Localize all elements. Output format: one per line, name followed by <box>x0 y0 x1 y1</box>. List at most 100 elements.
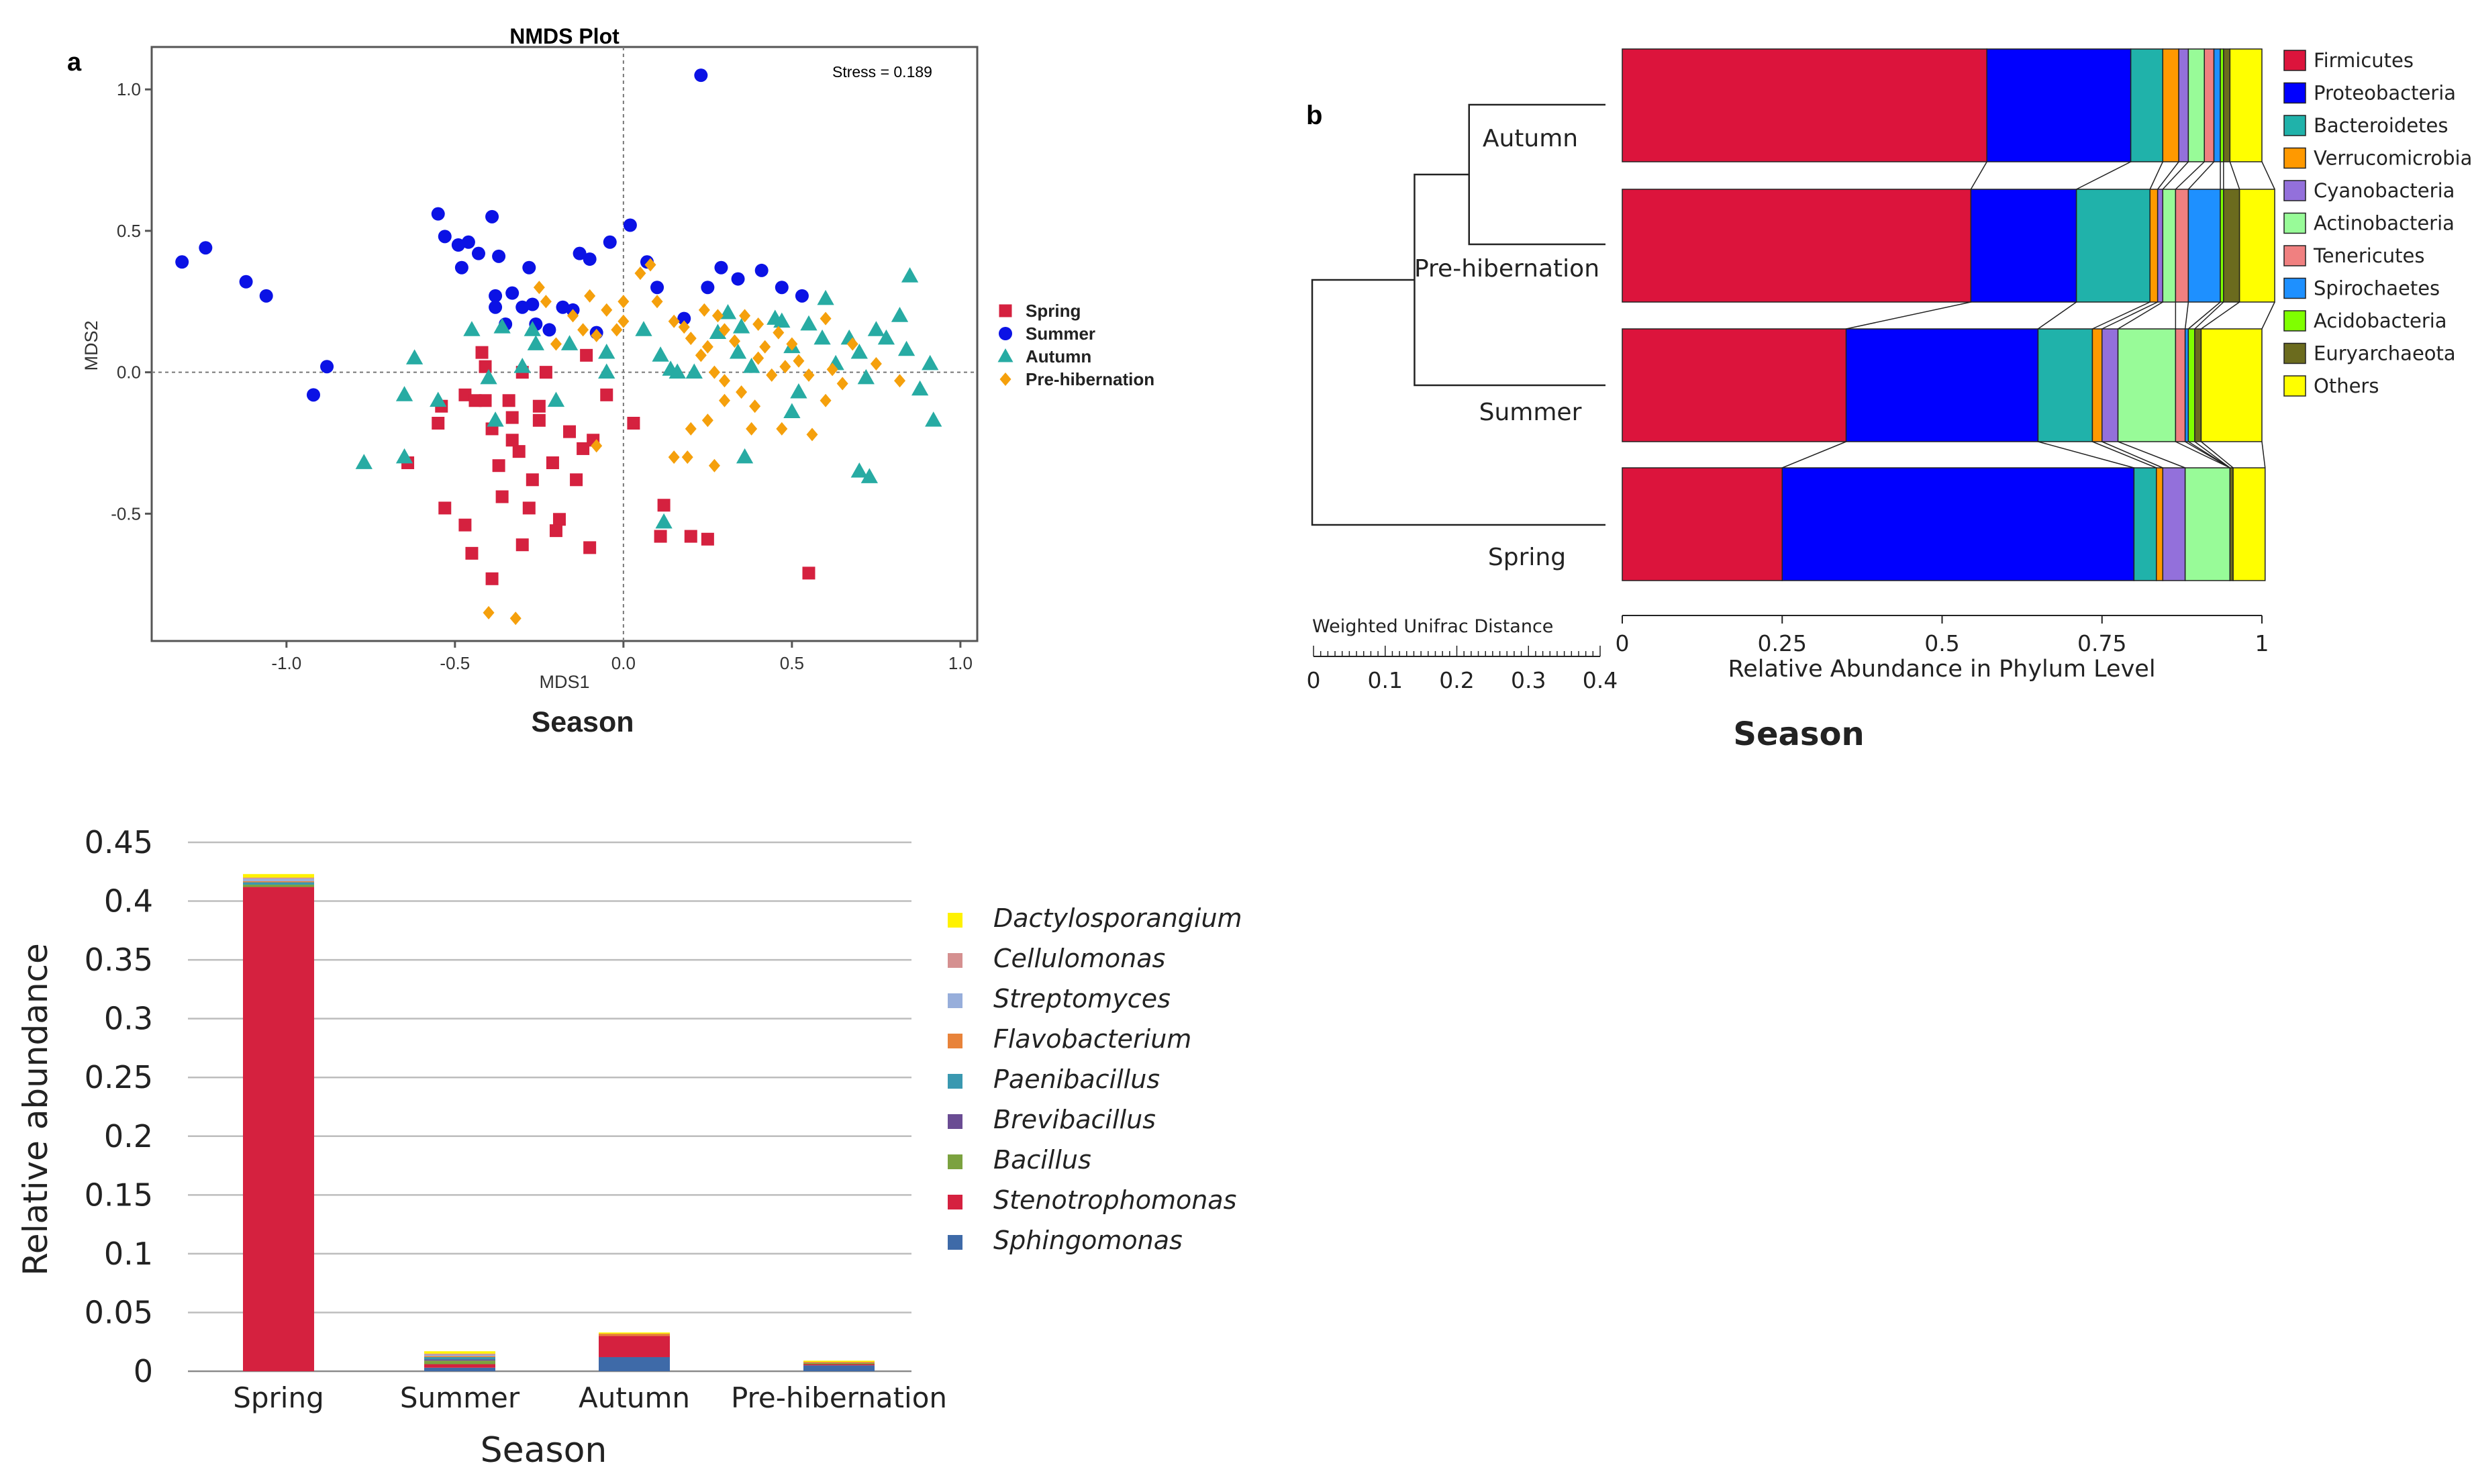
phylum-connector-line <box>2157 161 2179 190</box>
nmds-point-spring <box>505 411 519 424</box>
nmds-point-autumn <box>742 358 760 373</box>
phylum-connector-line <box>2261 441 2266 468</box>
nmds-point-pre-hibernation <box>718 393 730 407</box>
nmds-point-pre-hibernation <box>752 317 764 331</box>
nmds-point-spring <box>458 518 472 532</box>
phylum-bar-segment <box>2149 189 2159 303</box>
phylum-connector-line <box>2149 161 2163 190</box>
phylum-bar-segment <box>2091 328 2103 442</box>
nmds-point-autumn <box>813 329 831 345</box>
nmds-point-spring <box>583 541 597 554</box>
dendrogram-scale-title: Weighted Unifrac Distance <box>1312 616 1553 637</box>
phylum-bar-segment <box>2133 467 2157 581</box>
nmds-point-autumn <box>524 321 541 336</box>
phylum-bar-segment <box>2178 48 2189 162</box>
nmds-point-autumn <box>395 386 413 401</box>
phylum-legend-swatch <box>2283 180 2306 201</box>
nmds-point-pre-hibernation <box>803 368 815 382</box>
phylum-legend-swatch <box>2283 342 2306 364</box>
genus-bar-segment <box>424 1359 495 1361</box>
nmds-point-summer <box>795 289 809 303</box>
nmds-point-spring <box>438 501 452 515</box>
nmds-point-pre-hibernation <box>611 323 623 337</box>
nmds-point-autumn <box>655 513 673 529</box>
dendrogram-leaf-label: Autumn <box>1483 125 1578 152</box>
phylum-connector-line <box>2118 441 2185 468</box>
nmds-point-summer <box>454 260 468 275</box>
genus-bar-segment <box>424 1356 495 1357</box>
phylum-connector-line <box>2261 161 2275 190</box>
nmds-point-spring <box>522 501 536 515</box>
nmds-point-pre-hibernation <box>678 320 690 334</box>
genus-legend-label: Paenibacillus <box>993 1065 1160 1094</box>
genus-x-tick-label: Autumn <box>579 1381 690 1414</box>
phylum-legend-swatch <box>2283 245 2306 266</box>
nmds-point-spring <box>512 445 526 458</box>
nmds-legend-marker <box>999 373 1011 386</box>
phylum-connector-line <box>2092 301 2150 330</box>
nmds-point-summer <box>775 281 789 295</box>
nmds-point-autumn <box>897 340 916 356</box>
nmds-point-spring <box>432 417 445 430</box>
phylum-x-tick-label: 0.25 <box>1758 630 1807 656</box>
genus-legend-label: Bacillus <box>993 1145 1091 1175</box>
nmds-point-pre-hibernation <box>820 311 832 326</box>
genus-legend-swatch <box>948 1114 962 1129</box>
nmds-reference-lines <box>152 47 977 641</box>
phylum-bar-segment <box>2187 48 2205 162</box>
genus-x-ticks: Spring Summer Autumn Pre-hibernation <box>233 1381 947 1414</box>
phylum-bar-segment <box>1845 328 2039 442</box>
nmds-point-summer <box>461 235 475 249</box>
genus-bar-segment <box>424 1364 495 1368</box>
phylum-x-ticks: 0 0.25 0.5 0.75 1 <box>1616 615 2269 656</box>
phylum-legend-label: Tenericutes <box>2313 244 2424 267</box>
phylum-legend-label: Others <box>2314 375 2379 397</box>
nmds-point-summer <box>522 260 536 275</box>
phylum-bar-segment <box>1781 467 2135 581</box>
phylum-connector-line <box>2188 441 2230 468</box>
phylum-bar-segment <box>2238 189 2275 303</box>
phylum-bar-segment <box>1622 328 1847 442</box>
genus-y-tick-label: 0.3 <box>104 1001 153 1037</box>
genus-legend-label: Flavobacterium <box>993 1024 1191 1054</box>
nmds-panel: a NMDS Plot Stress = 0.189 -1.0 -0.5 0.0 0.… <box>67 24 1154 738</box>
phylum-x-tick-label: 0 <box>1616 630 1630 656</box>
nmds-point-spring <box>458 388 472 401</box>
phylum-bar-segment <box>2157 189 2164 303</box>
genus-y-tick-label: 0.45 <box>85 824 153 860</box>
phylum-connector-line <box>2162 161 2189 190</box>
nmds-point-pre-hibernation <box>729 334 741 348</box>
nmds-point-pre-hibernation <box>483 605 495 620</box>
phylum-bar-segment <box>2102 328 2119 442</box>
nmds-point-summer <box>175 255 189 269</box>
nmds-point-summer <box>306 388 320 402</box>
nmds-point-pre-hibernation <box>759 340 771 354</box>
nmds-point-autumn <box>480 368 497 385</box>
genus-legend-label: Cellulomonas <box>993 944 1165 973</box>
phylum-connector-line <box>2092 441 2157 468</box>
nmds-x-tick-label: -0.5 <box>440 653 470 673</box>
genus-bars <box>243 874 875 1371</box>
phylum-legend: Firmicutes Proteobacteria Bacteroidetes Ver… <box>2283 49 2472 397</box>
phylum-bar-segment <box>2156 467 2164 581</box>
nmds-point-spring <box>515 538 529 552</box>
dendrogram-leaf-label: Pre-hibernation <box>1414 255 1599 283</box>
phylum-legend-label: Actinobacteria <box>2314 212 2455 235</box>
phylum-bar-segment <box>2175 328 2186 442</box>
genus-legend-swatch <box>948 1195 962 1209</box>
nmds-point-pre-hibernation <box>567 309 579 323</box>
nmds-point-summer <box>526 297 540 311</box>
nmds-points <box>175 68 942 626</box>
nmds-point-summer <box>505 286 520 300</box>
genus-bar-segment <box>243 879 314 881</box>
phylum-legend-swatch <box>2283 82 2306 104</box>
nmds-point-pre-hibernation <box>806 428 818 442</box>
nmds-point-summer <box>556 300 570 314</box>
nmds-point-pre-hibernation <box>617 295 630 309</box>
nmds-point-autumn <box>850 462 868 478</box>
genus-panel: 0 0.05 0.1 0.15 0.2 0.25 0.3 0.35 0.4 0.45 Spring… <box>16 824 1242 1471</box>
phylum-connector-line <box>2194 301 2224 330</box>
nmds-point-summer <box>623 218 637 232</box>
nmds-point-pre-hibernation <box>749 399 761 413</box>
